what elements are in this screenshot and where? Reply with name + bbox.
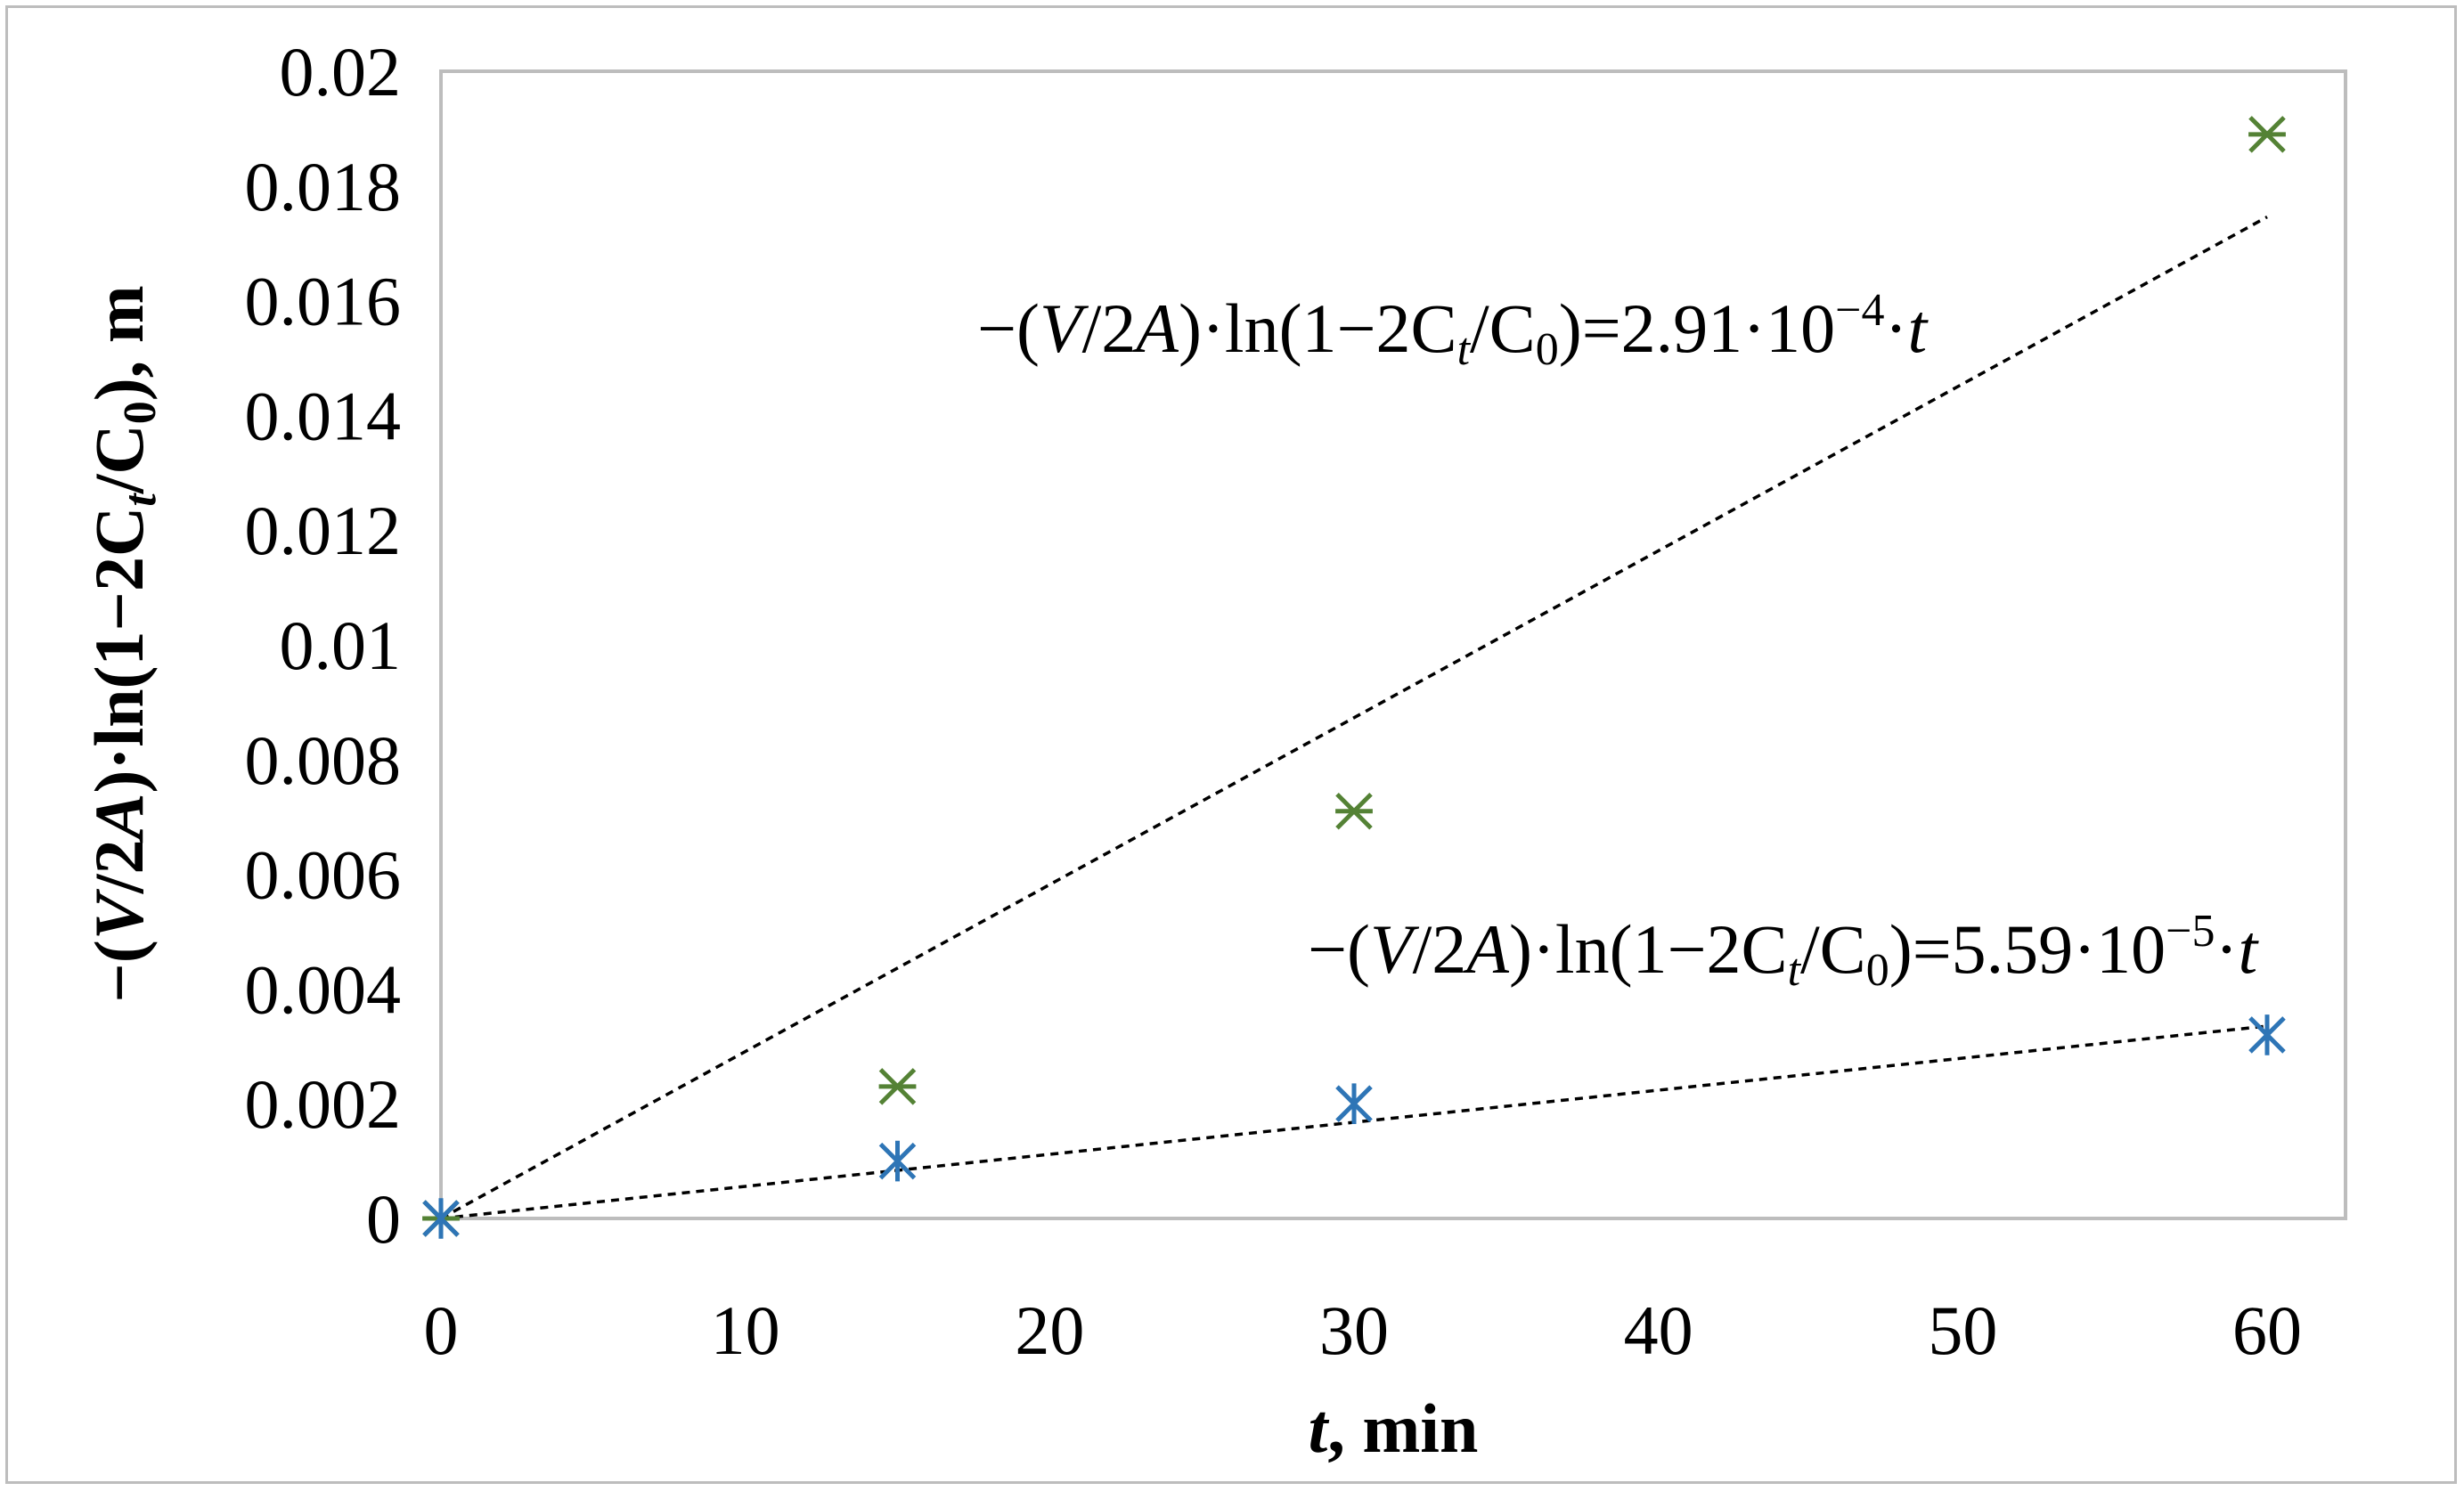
data-point-blue: [422, 1198, 460, 1239]
y-tick-label: 0.006: [245, 836, 402, 914]
x-tick-label: 50: [1928, 1291, 1997, 1369]
data-point-blue: [2248, 1014, 2286, 1055]
y-tick-label: 0.016: [245, 263, 402, 340]
x-tick-label: 30: [1319, 1291, 1389, 1369]
x-tick-label: 10: [711, 1291, 780, 1369]
y-tick-label: 0.004: [245, 950, 402, 1028]
y-axis-title: −(V/2A)·ln(1−2Ct/C0), m: [80, 285, 166, 1002]
chart-frame: [5, 5, 2457, 1484]
x-tick-label: 40: [1624, 1291, 1693, 1369]
y-tick-label: 0.012: [245, 492, 402, 569]
y-tick-label: 0: [366, 1180, 401, 1258]
trendlines: [440, 216, 2268, 1220]
y-tick-label: 0.02: [280, 33, 402, 110]
x-tick-label: 60: [2232, 1291, 2302, 1369]
y-tick-label: 0.01: [280, 607, 402, 684]
y-tick-label: 0.018: [245, 148, 402, 225]
trendline-equation-green: −(V/2A)·ln(1−2Ct/C0)=2.91·10−4·t: [977, 285, 1929, 375]
y-tick-label: 0.008: [245, 721, 402, 799]
data-point-green: [878, 1068, 917, 1105]
plot-area-border: [439, 69, 2347, 1220]
x-axis-title: t, min: [1309, 1389, 1479, 1467]
x-tick-labels: 0 10 20 30 40 50 60: [424, 1291, 2303, 1369]
data-point-blue: [1335, 1083, 1373, 1124]
data-point-green: [1335, 792, 1373, 830]
trendline-equation-blue: −(V/2A)·ln(1−2Ct/C0)=5.59·10−5·t: [1308, 906, 2259, 996]
trendline-green: [440, 216, 2268, 1220]
data-points: [422, 116, 2286, 1239]
y-tick-label: 0.002: [245, 1065, 402, 1143]
data-point-green: [2248, 116, 2286, 153]
x-tick-label: 20: [1015, 1291, 1084, 1369]
data-point-blue: [878, 1140, 917, 1182]
y-tick-labels: 0 0.002 0.004 0.006 0.008 0.01 0.012 0.014 0.016…: [245, 33, 402, 1258]
x-tick-label: 0: [424, 1291, 459, 1369]
y-tick-label: 0.014: [245, 377, 402, 454]
